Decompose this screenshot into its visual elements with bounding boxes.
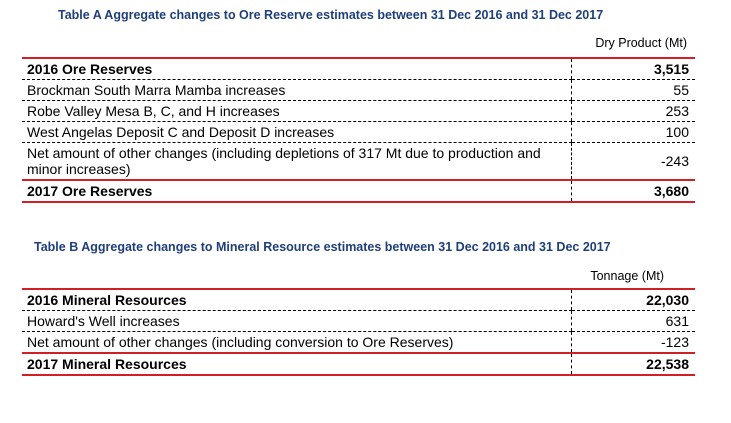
row-value: 3,515: [570, 57, 695, 80]
table-row: 2016 Ore Reserves 3,515: [22, 57, 695, 80]
table-row: 2016 Mineral Resources 22,030: [22, 288, 695, 311]
row-value: 3,680: [570, 179, 695, 203]
table-a: 2016 Ore Reserves 3,515 Brockman South M…: [22, 57, 695, 203]
row-label: 2017 Mineral Resources: [22, 352, 571, 376]
row-label: Robe Valley Mesa B, C, and H increases: [22, 100, 571, 122]
table-row: Net amount of other changes (including d…: [22, 142, 695, 180]
table-row: 2017 Mineral Resources 22,538: [22, 352, 695, 376]
row-value: 22,030: [570, 288, 695, 311]
row-value: 55: [570, 79, 695, 101]
table-row: Net amount of other changes (including c…: [22, 331, 695, 353]
table-a-column-header: Dry Product (Mt): [595, 36, 687, 50]
row-label: West Angelas Deposit C and Deposit D inc…: [22, 121, 571, 143]
row-value: -243: [570, 142, 695, 180]
table-row: Howard's Well increases 631: [22, 310, 695, 332]
table-row: Robe Valley Mesa B, C, and H increases 2…: [22, 100, 695, 122]
row-label: 2017 Ore Reserves: [22, 179, 571, 203]
table-row: West Angelas Deposit C and Deposit D inc…: [22, 121, 695, 143]
table-b-title: Table B Aggregate changes to Mineral Res…: [34, 240, 611, 254]
table-row: Brockman South Marra Mamba increases 55: [22, 79, 695, 101]
table-b: 2016 Mineral Resources 22,030 Howard's W…: [22, 288, 695, 376]
row-value: 253: [570, 100, 695, 122]
row-value: 22,538: [570, 352, 695, 376]
row-label: 2016 Ore Reserves: [22, 57, 571, 80]
row-label: Net amount of other changes (including d…: [27, 145, 541, 177]
row-value: 631: [570, 310, 695, 332]
row-label: 2016 Mineral Resources: [22, 288, 571, 311]
row-label: Net amount of other changes (including c…: [27, 334, 454, 350]
row-label: Howard's Well increases: [22, 310, 571, 332]
row-label: Brockman South Marra Mamba increases: [22, 79, 571, 101]
row-value: 100: [570, 121, 695, 143]
row-value: -123: [570, 331, 695, 353]
table-b-column-header: Tonnage (Mt): [590, 269, 664, 283]
table-row: 2017 Ore Reserves 3,680: [22, 179, 695, 203]
table-a-title: Table A Aggregate changes to Ore Reserve…: [58, 8, 604, 22]
